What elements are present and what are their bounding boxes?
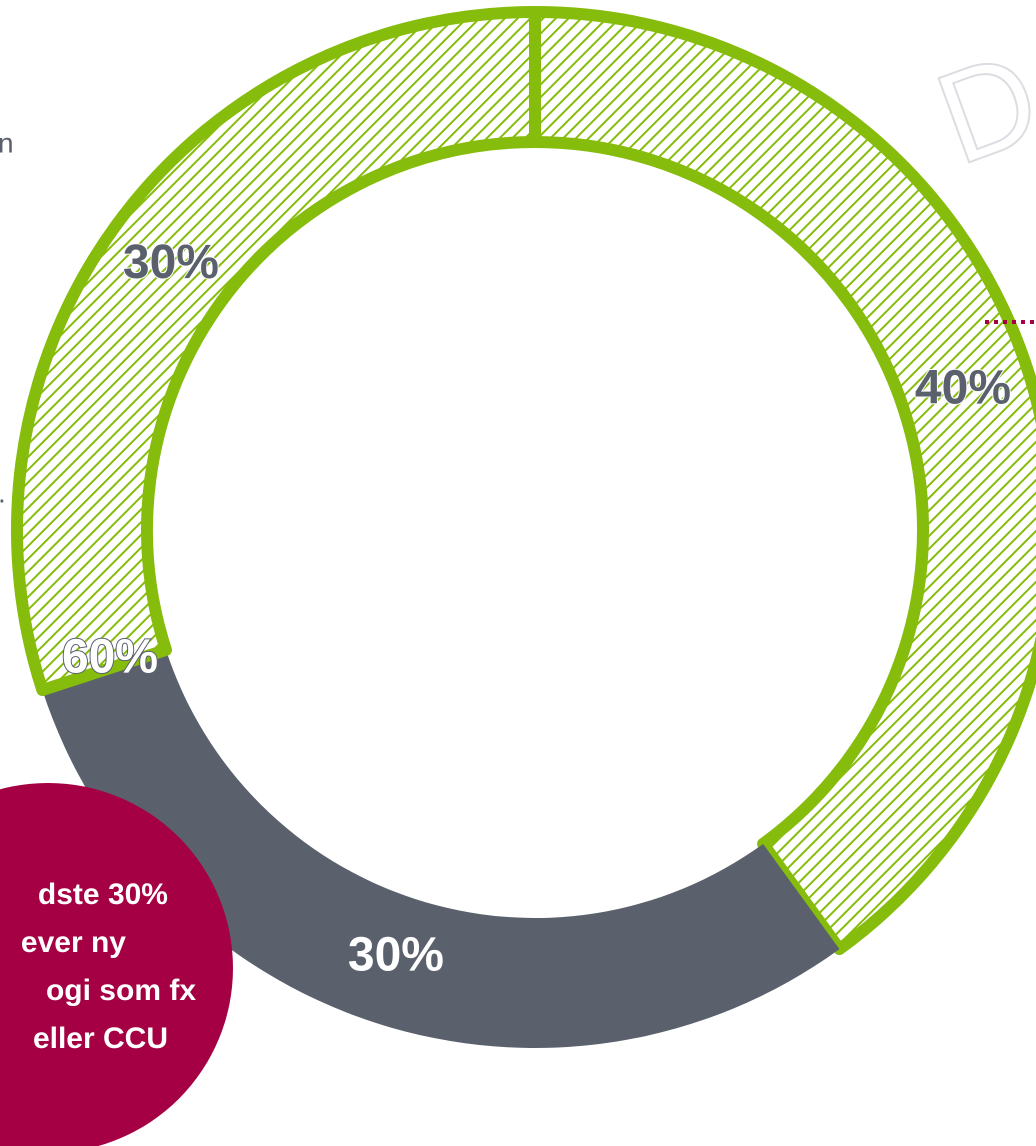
donut [11,6,1036,1048]
value-label: 30% [123,236,219,289]
callout-text: eller CCU [33,1022,168,1055]
donut-segment [529,6,1036,956]
watermark: D [919,23,1036,192]
callout-text: ever ny [21,926,126,959]
callout-text: ogi som fx [46,974,196,1007]
value-label: 40% [915,362,1011,415]
donut-segment [11,6,541,697]
callout-circle [0,783,233,1146]
side-text: . [0,477,6,508]
annotation: 60% [62,631,158,684]
value-label: 30% [348,929,444,982]
side-text: n [0,127,14,158]
callout-text: dste 30% [38,878,168,911]
donut-segment [42,649,840,1048]
labels: 40% 30% 30% [122,235,1012,982]
